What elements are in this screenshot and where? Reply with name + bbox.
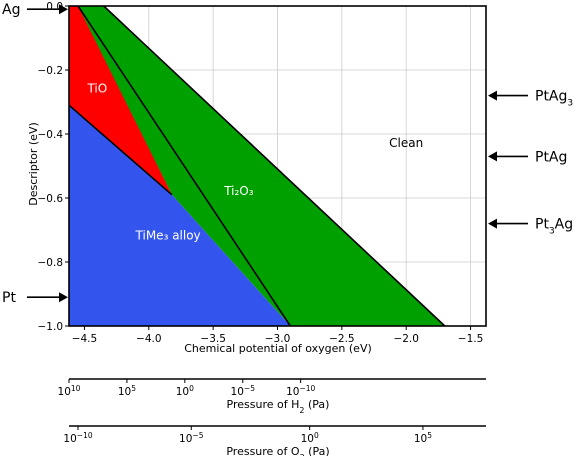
- y-tick-label: −0.6: [38, 193, 64, 205]
- pressure-tick-label: 105: [414, 431, 432, 446]
- region-label: TiO: [86, 81, 107, 95]
- phase-boundary-line: [103, 5, 446, 327]
- pressure-tick-label: 105: [118, 384, 136, 399]
- phase-region: [69, 105, 291, 326]
- marker-arrow-head: [488, 218, 497, 229]
- marker-label-left: Ag: [2, 2, 20, 18]
- x-tick-label: −1.5: [458, 333, 484, 345]
- phase-region: [69, 6, 172, 195]
- marker-label-right: PtAg: [535, 149, 567, 165]
- marker-label-left: Pt: [2, 290, 16, 306]
- phase-boundary-line: [68, 104, 173, 196]
- marker-arrow-head: [488, 90, 497, 101]
- phase-region: [78, 6, 445, 326]
- pressure-tick-label: 10−5: [231, 384, 256, 399]
- pressure-tick-label: 10−10: [63, 431, 92, 446]
- region-labels: Ti₂O₃ TiO TiMe₃ alloy Clean: [86, 81, 423, 242]
- x-tick-label: −3.0: [265, 333, 291, 345]
- x-tick-label: −4.0: [136, 333, 162, 345]
- pressure-axis-title: Pressure of H2 (Pa): [227, 398, 330, 415]
- x-tick-label: −2.0: [393, 333, 419, 345]
- axis-ticks: −4.5 −4.0 −3.5 −3.0 −2.5 −2.0 −1.50.0−0.2−0.4−…: [38, 1, 484, 345]
- marker-arrow-head: [59, 292, 68, 303]
- region-label: TiMe₃ alloy: [135, 229, 201, 243]
- pressure-tick-label: 100: [176, 384, 194, 399]
- x-tick-label: −2.5: [329, 333, 355, 345]
- x-tick-label: −4.5: [72, 333, 98, 345]
- x-axis-title: Chemical potential of oxygen (eV): [184, 342, 372, 355]
- region-label: Clean: [389, 136, 423, 150]
- marker-label-right: Pt3Ag: [535, 217, 573, 237]
- y-tick-label: −0.8: [38, 257, 64, 269]
- phase-regions: [69, 6, 445, 326]
- y-tick-label: −1.0: [38, 321, 64, 333]
- y-tick-label: −0.2: [38, 65, 64, 77]
- descriptor-markers: Ag Pt PtAg3 PtAg Pt3Ag: [2, 2, 573, 306]
- pressure-tick-label: 10−5: [179, 431, 204, 446]
- phase-boundary-line: [77, 5, 292, 327]
- y-axis-title: Descriptor (eV): [27, 122, 40, 206]
- y-tick-label: −0.4: [38, 129, 64, 141]
- x-tick-label: −3.5: [200, 333, 226, 345]
- marker-arrow-head: [59, 4, 68, 15]
- marker-arrow-head: [488, 151, 497, 162]
- pressure-axis-title: Pressure of O2 (Pa): [226, 445, 329, 456]
- marker-label-right: PtAg3: [535, 89, 573, 109]
- pressure-tick-label: 1010: [58, 384, 81, 399]
- phase-boundaries: [68, 5, 446, 327]
- pressure-tick-label: 10−10: [286, 384, 315, 399]
- pressure-tick-label: 100: [301, 431, 319, 446]
- region-label: Ti₂O₃: [223, 184, 254, 198]
